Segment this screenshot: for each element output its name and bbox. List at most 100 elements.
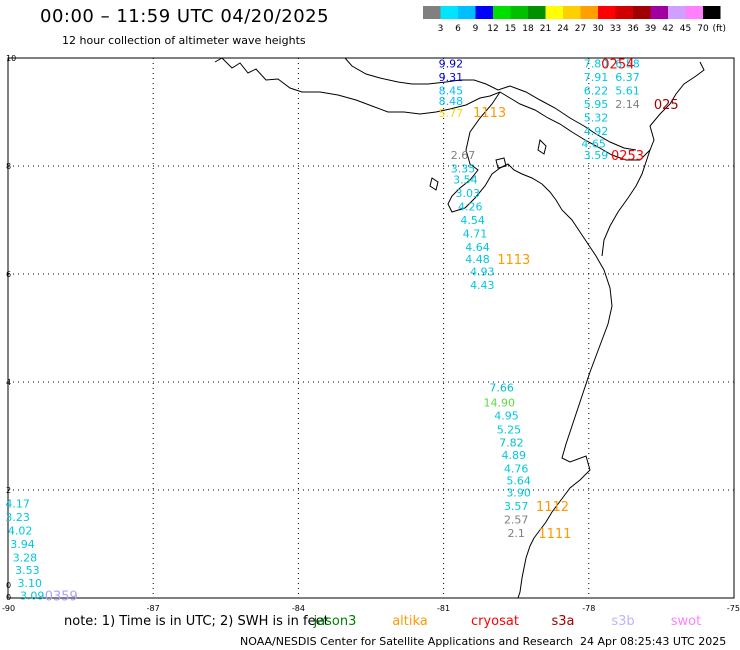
wave-height-value: 4.89 xyxy=(502,449,527,462)
footer-note: note: 1) Time is in UTC; 2) SWH is in fe… xyxy=(64,614,329,629)
wave-height-value: 2.57 xyxy=(504,514,529,527)
wave-height-value: 9.31 xyxy=(439,71,464,84)
x-tick-label: -84 xyxy=(292,604,305,613)
legend-swatch xyxy=(615,6,633,19)
legend-label: 42 xyxy=(662,24,673,34)
legend-swatch xyxy=(423,6,441,19)
wave-height-value: 5.61 xyxy=(615,84,640,97)
wave-height-value: 6.37 xyxy=(615,71,640,84)
wave-height-value: 3.09 xyxy=(20,589,45,602)
y-tick-label: 8 xyxy=(6,162,11,171)
wave-height-value: 3.94 xyxy=(10,538,35,551)
legend-label: 3 xyxy=(438,24,444,34)
legend-swatch xyxy=(598,6,616,19)
x-tick-label: -87 xyxy=(147,604,160,613)
wave-height-value: 4.71 xyxy=(463,228,488,241)
legend-swatch xyxy=(440,6,458,19)
x-tick-label: -81 xyxy=(437,604,450,613)
legend-swatch xyxy=(528,6,546,19)
legend-label: 12 xyxy=(487,24,498,34)
legend-label: 30 xyxy=(592,24,604,34)
wave-height-value: 4.95 xyxy=(494,409,519,422)
legend-label: 9 xyxy=(473,24,479,34)
pass-labels: 1113 1113 1112 1111 0254 0253 025 0359 xyxy=(45,57,679,604)
pass-number-label: 0253 xyxy=(611,149,644,164)
corner-label: 0 xyxy=(6,581,11,590)
wave-height-value: 3.23 xyxy=(5,511,30,524)
panama-pacific-coast xyxy=(447,91,613,599)
x-tick-label: -78 xyxy=(582,604,595,613)
legend-swatch xyxy=(685,6,703,19)
x-tick-label: -90 xyxy=(2,604,15,613)
x-tick-label: -75 xyxy=(727,604,740,613)
wave-height-value: 3.10 xyxy=(18,577,43,590)
legend-swatch xyxy=(510,6,528,19)
wave-height-value: 5.32 xyxy=(584,111,609,124)
y-tick-label: 0 xyxy=(6,593,11,602)
legend-unit: (ft) xyxy=(713,24,727,34)
wave-height-value: 5.95 xyxy=(584,98,609,111)
wave-height-value: 3.28 xyxy=(13,552,38,565)
wave-height-value: 3.03 xyxy=(456,187,481,200)
wave-height-value: 3.35 xyxy=(451,163,476,176)
satellite-name: s3a xyxy=(551,614,574,629)
legend-label: 45 xyxy=(680,24,691,34)
legend-swatch xyxy=(458,6,476,19)
legend-swatch xyxy=(703,6,721,19)
wave-height-value: 3.59 xyxy=(584,149,609,162)
wave-height-value: 2.67 xyxy=(451,149,476,162)
legend-label: 70 xyxy=(697,24,709,34)
legend-label: 27 xyxy=(575,24,586,34)
legend-label: 21 xyxy=(540,24,551,34)
satellite-name: cryosat xyxy=(471,614,519,629)
wave-height-value: 5.64 xyxy=(506,474,531,487)
wave-height-value: 4.17 xyxy=(5,498,30,511)
wave-height-value: 4.92 xyxy=(584,125,609,138)
legend-swatch xyxy=(475,6,493,19)
legend-label: 24 xyxy=(557,24,569,34)
satellite-name: s3b xyxy=(611,614,634,629)
satellite-legend: jason3 altika cryosat s3a s3b swot xyxy=(313,614,702,629)
caribbean-coast-east xyxy=(344,57,637,151)
pass-number-label: 0359 xyxy=(45,589,78,604)
wave-height-value: 3.57 xyxy=(504,500,529,513)
legend-label: 33 xyxy=(610,24,621,34)
legend-swatch xyxy=(580,6,598,19)
y-tick-label: 2 xyxy=(6,486,11,495)
wave-height-value: 4.65 xyxy=(581,137,606,150)
altimeter-tracks: 9.929.318.458.485.77 2.673.353.543.034.26… xyxy=(5,57,639,602)
satellite-name: swot xyxy=(671,614,701,629)
legend-swatch xyxy=(563,6,581,19)
pass-number-label: 025 xyxy=(654,98,679,113)
wave-height-value: 7.91 xyxy=(584,71,609,84)
legend-label: 6 xyxy=(455,24,461,34)
wave-height-value: 4.26 xyxy=(458,201,483,214)
legend-label: 18 xyxy=(522,24,534,34)
colombia-coast xyxy=(601,149,651,257)
color-legend: 3 6 9 12 15 18 21 24 27 30 33 36 39 42 45 70 (ft) xyxy=(423,6,726,34)
pass-number-label: 1113 xyxy=(473,106,506,121)
wave-height-value: 7.80 xyxy=(584,57,609,70)
footer: note: 1) Time is in UTC; 2) SWH is in fe… xyxy=(64,614,726,648)
wave-height-value: 4.02 xyxy=(8,525,33,538)
wave-height-value: 4.93 xyxy=(470,265,495,278)
wave-height-value: 9.92 xyxy=(439,57,464,70)
y-tick-label: 10 xyxy=(6,54,16,63)
grid-lines xyxy=(8,58,734,598)
wave-height-value: 2.14 xyxy=(615,98,640,111)
wave-height-value: 5.25 xyxy=(497,424,522,437)
satellite-name: jason3 xyxy=(313,614,357,629)
wave-height-value: 4.43 xyxy=(470,279,495,292)
wave-height-value: 8.45 xyxy=(439,84,464,97)
wave-height-value: 2.1 xyxy=(507,527,525,540)
wave-height-value: 7.66 xyxy=(489,381,514,394)
wave-height-value: 3.90 xyxy=(506,487,531,500)
legend-label: 15 xyxy=(505,24,516,34)
wave-height-value: 8.48 xyxy=(439,95,464,108)
pass-number-label: 1111 xyxy=(538,527,571,542)
wave-height-value: 14.90 xyxy=(484,397,516,410)
wave-height-value: 6.58 xyxy=(615,57,640,70)
wave-height-value: 4.48 xyxy=(465,253,490,266)
footer-timestamp: 24 Apr 08:25:43 UTC 2025 xyxy=(580,635,726,648)
